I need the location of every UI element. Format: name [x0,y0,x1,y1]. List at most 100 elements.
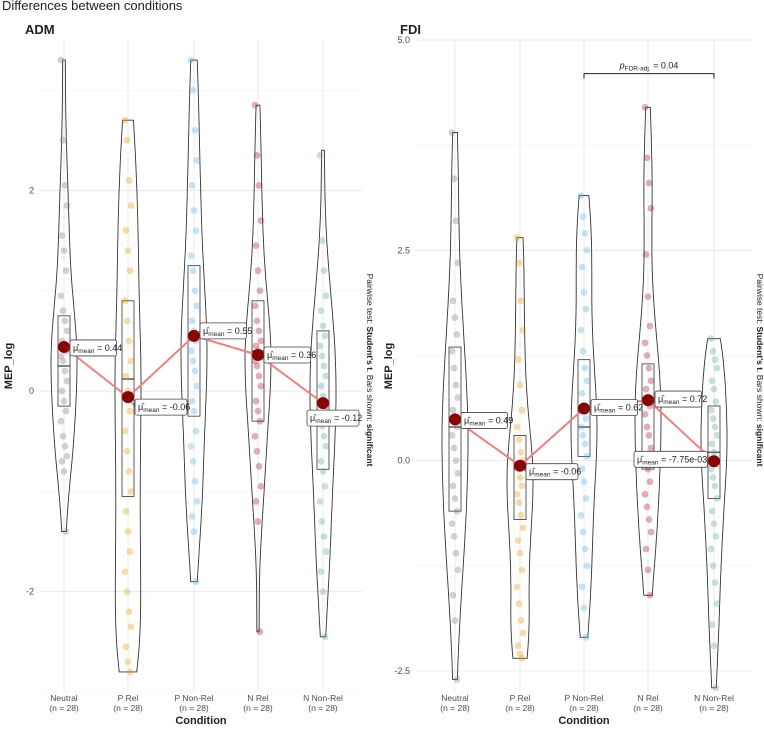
y-tick-label: 5.0 [397,35,410,45]
data-point [710,448,718,456]
mean-label: μ̂mean = 0.55 [203,326,252,338]
mean-label-leader [647,398,656,401]
data-point [642,385,650,393]
data-point [707,335,715,343]
data-point [320,432,328,440]
data-point [515,499,523,507]
data-point [578,263,586,271]
data-point [451,495,459,502]
data-point [645,516,653,523]
data-point [188,182,196,189]
data-point [641,339,649,347]
data-point [255,327,263,335]
data-point [452,217,460,225]
violin-p-rel [506,237,534,659]
pairwise-test-caption: Pairwise test: Student's t. Bars shown: … [365,274,375,467]
data-point [581,440,589,448]
data-point [61,317,69,325]
data-point [582,495,590,502]
data-point [187,56,195,64]
data-point [579,528,587,536]
data-point [712,398,720,406]
x-tick-n-label: (n = 28) [113,703,143,713]
data-point [449,482,457,490]
data-point [189,357,197,365]
data-point [251,302,259,310]
data-point [450,364,458,372]
mean-label-box [69,339,117,357]
data-point [514,356,522,364]
data-point [60,247,68,255]
data-point [641,490,649,498]
data-point [318,352,326,360]
data-point [641,103,649,111]
data-point [253,317,261,325]
data-point [708,507,716,515]
data-point [123,317,131,325]
data-point [709,562,717,570]
data-point [644,566,652,574]
data-point [513,234,521,242]
data-point [581,230,589,237]
data-point [191,287,199,295]
data-point [580,288,588,296]
data-point [516,650,524,658]
data-point [127,623,135,631]
data-point [516,381,524,389]
violin-neutral [50,59,78,532]
data-point [450,444,458,452]
y-axis-title: MEP_log [3,343,15,389]
pairwise-test-caption: Pairwise test: Student's t. Bars shown: … [755,274,764,467]
data-point [647,528,655,536]
data-point [320,267,328,275]
data-point [63,202,71,209]
data-point [126,548,134,555]
violin-n-rel [244,104,272,633]
data-point [251,432,259,440]
data-point [192,578,200,586]
mean-label-leader [127,396,136,408]
data-point [581,364,589,372]
data-point [256,628,264,636]
data-point [252,498,260,505]
data-point [317,568,325,576]
data-point [453,507,461,515]
x-axis-title: Condition [558,715,610,727]
data-point [519,326,527,334]
violin-p-rel [114,119,142,673]
data-point [579,213,587,221]
mean-label-box [633,450,708,468]
data-point [453,675,461,683]
data-point [126,267,134,275]
data-point [713,600,721,608]
mean-label-box [263,346,311,364]
data-point [643,352,651,359]
data-point [318,518,326,525]
data-point [317,307,325,315]
mean-label-box [654,390,702,408]
y-tick-label: 0.0 [397,456,410,466]
data-point [451,617,459,624]
data-point [582,633,590,641]
data-point [577,326,585,334]
data-point [713,495,721,502]
data-point [253,447,261,455]
mean-label-leader [193,330,201,337]
data-point [125,467,133,475]
data-point [646,591,654,599]
data-point [58,232,66,240]
data-point [251,101,259,109]
data-point [454,259,462,267]
box-neutral [448,346,462,512]
x-tick-n-label: (n = 28) [569,703,599,713]
mean-label-leader [519,465,527,472]
x-axis-title: Condition [175,715,227,727]
x-tick-n-label: (n = 28) [49,703,79,713]
data-point [121,116,129,124]
data-point [122,508,130,515]
data-point [517,448,525,456]
data-point [123,588,131,596]
data-point [643,503,651,511]
data-point [63,377,71,385]
